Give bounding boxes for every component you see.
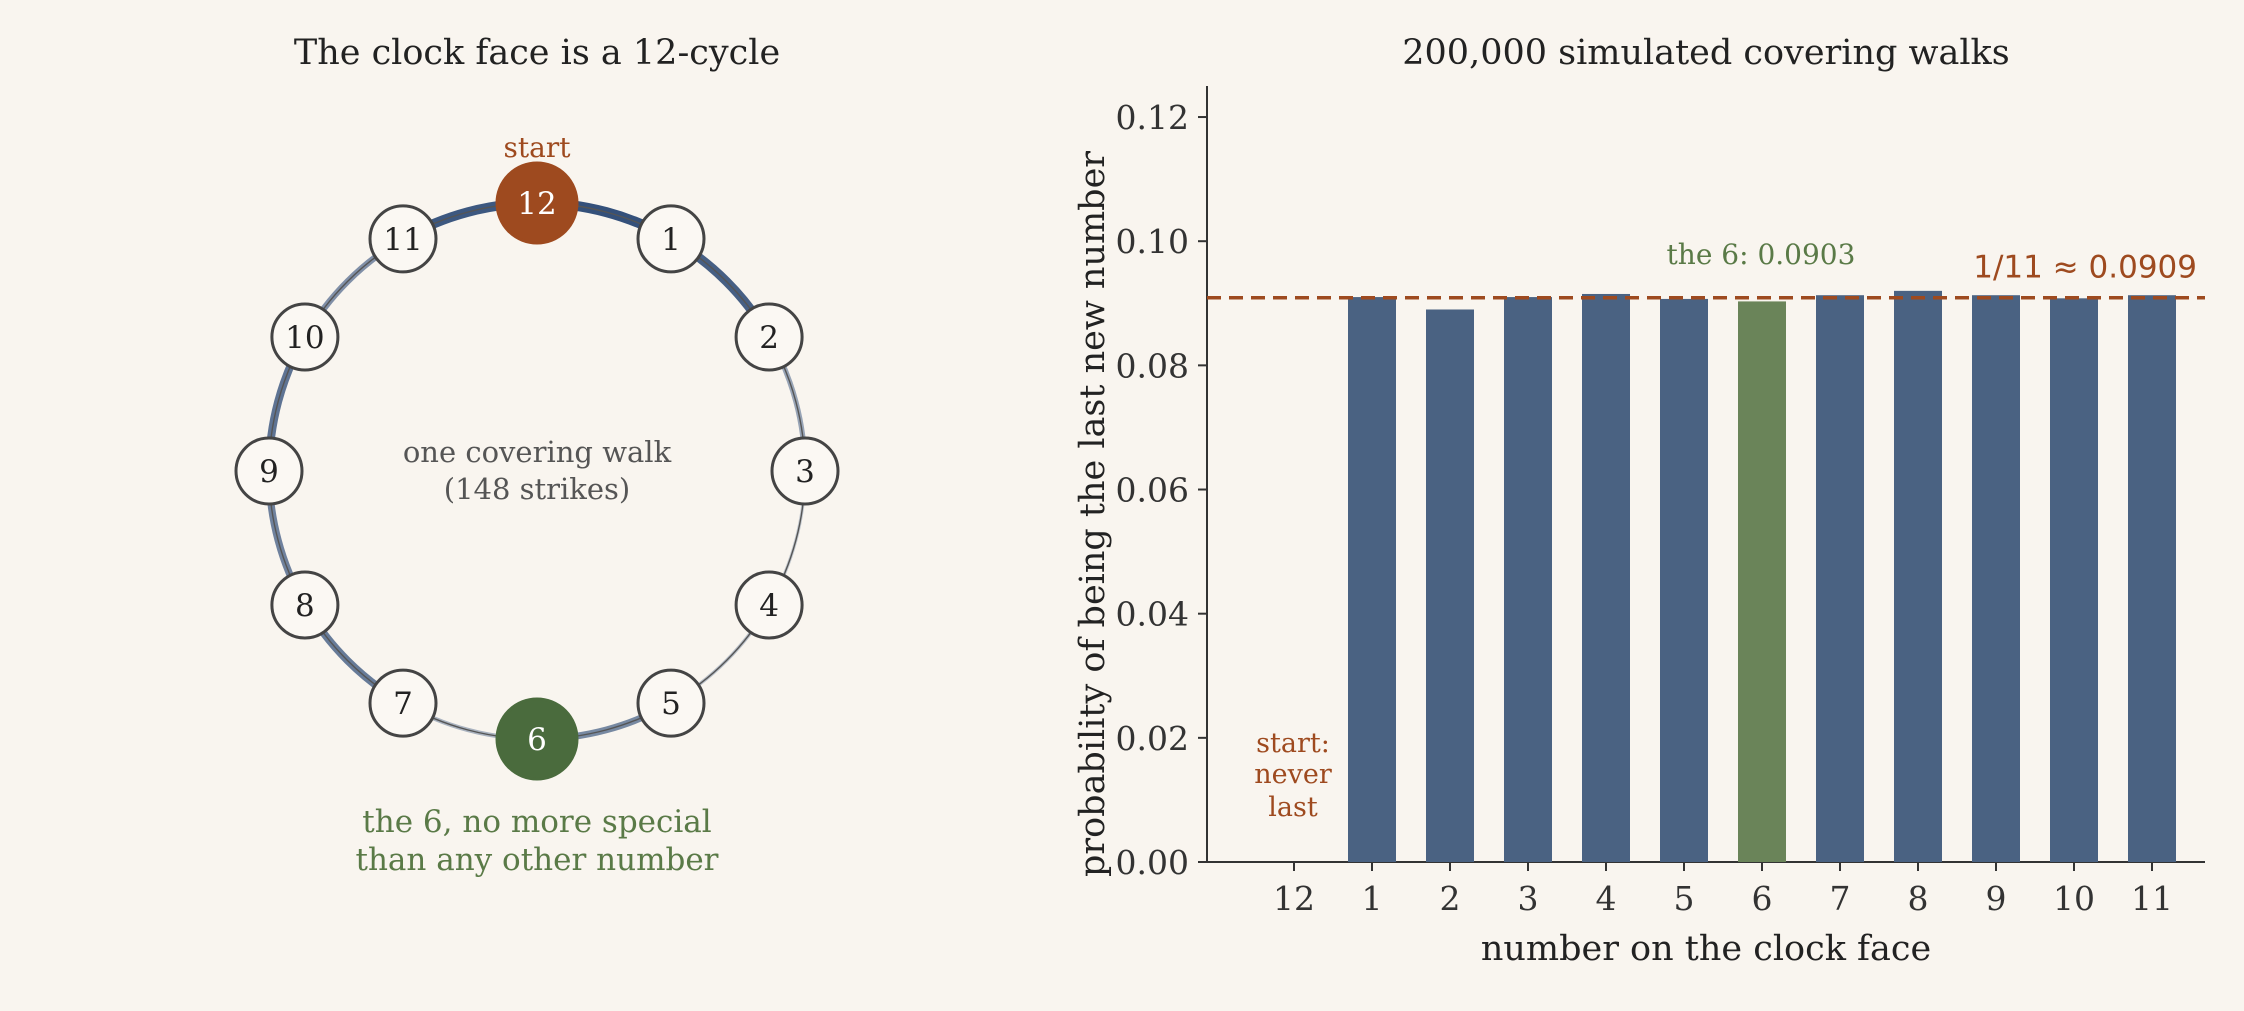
y-tick-label: 0.00: [1116, 843, 1189, 882]
x-tick-label: 12: [1273, 879, 1315, 918]
clock-node-label-3: 3: [795, 454, 815, 490]
clock-node-label-5: 5: [661, 686, 681, 722]
clock-node-8: [270, 570, 340, 640]
clock-node-5: [636, 668, 706, 738]
clock-node-7: [368, 668, 438, 738]
x-tick-label: 1: [1362, 879, 1383, 918]
x-tick-label: 2: [1440, 879, 1461, 918]
clock-node-12: [495, 161, 579, 245]
y-tick-label: 0.12: [1116, 98, 1189, 137]
clock-node-label-8: 8: [295, 588, 315, 624]
y-axis-label: probability of being the last new number: [1073, 151, 1113, 877]
clock-node-label-4: 4: [759, 588, 779, 624]
clock-node-label-2: 2: [759, 320, 779, 356]
walk-caption-line2: (148 strikes): [444, 472, 631, 506]
start-label: start: [504, 131, 572, 164]
x-tick-label: 8: [1908, 879, 1929, 918]
bar-2: [1426, 309, 1474, 862]
bar-3: [1504, 297, 1552, 862]
clock-node-label-11: 11: [383, 222, 422, 258]
clock-node-9: [234, 436, 304, 506]
x-tick-label: 7: [1830, 879, 1851, 918]
clock-node-label-9: 9: [259, 454, 279, 490]
bar-7: [1816, 295, 1864, 862]
x-axis-label: number on the clock face: [1481, 929, 1931, 969]
y-tick-label: 0.08: [1116, 346, 1189, 385]
x-tick-label: 3: [1518, 879, 1539, 918]
x-tick-label: 11: [2131, 879, 2173, 918]
bar-chart: 200,000 simulated covering walks 0.00 0.0…: [1073, 33, 2205, 969]
bar-9: [1972, 295, 2020, 862]
y-tick-label: 0.10: [1116, 222, 1189, 261]
clock-node-label-1: 1: [661, 222, 681, 258]
six-annotation: the 6: 0.0903: [1667, 238, 1856, 271]
bar-11: [2128, 295, 2176, 862]
clock-node-3: [770, 436, 840, 506]
six-note-line1: the 6, no more special: [362, 804, 711, 840]
reference-line-group: 1/11 ≈ 0.0909: [1207, 250, 2205, 300]
y-tick-label: 0.02: [1116, 719, 1189, 758]
x-tick-label: 10: [2053, 879, 2095, 918]
six-note-line2: than any other number: [356, 842, 719, 878]
bar-1: [1348, 297, 1396, 862]
x-tick-label: 6: [1752, 879, 1773, 918]
reference-line-label: 1/11 ≈ 0.0909: [1973, 250, 2197, 286]
walk-edges: [265, 198, 808, 743]
clock-node-label-6: 6: [527, 722, 547, 758]
start-annotation-line3: last: [1268, 792, 1318, 823]
start-annotation-line1: start:: [1256, 728, 1330, 759]
chart-bars: [1348, 290, 2176, 862]
x-tick-label: 4: [1596, 879, 1617, 918]
y-tick-label: 0.04: [1116, 595, 1189, 634]
clock-panel: The clock face is a 12-cycle 12123456789…: [234, 33, 840, 878]
clock-node-6: [495, 697, 579, 781]
bar-8: [1894, 290, 1942, 862]
clock-node-label-12: 12: [517, 186, 556, 222]
clock-node-2: [734, 302, 804, 372]
y-tick-label: 0.06: [1116, 471, 1189, 510]
clock-panel-title: The clock face is a 12-cycle: [294, 33, 780, 73]
bar-5: [1660, 298, 1708, 862]
walk-caption-line1: one covering walk: [403, 435, 672, 469]
x-tick-label: 9: [1986, 879, 2007, 918]
clock-node-11: [368, 204, 438, 274]
clock-node-10: [270, 302, 340, 372]
clock-node-label-10: 10: [285, 320, 324, 356]
bar-10: [2050, 298, 2098, 862]
bar-6: [1738, 301, 1786, 862]
clock-node-1: [636, 204, 706, 274]
x-tick-label: 5: [1674, 879, 1695, 918]
start-annotation-line2: never: [1254, 759, 1332, 790]
clock-node-4: [734, 570, 804, 640]
bar-4: [1582, 293, 1630, 862]
clock-node-label-7: 7: [393, 686, 413, 722]
chart-title: 200,000 simulated covering walks: [1402, 33, 2009, 73]
